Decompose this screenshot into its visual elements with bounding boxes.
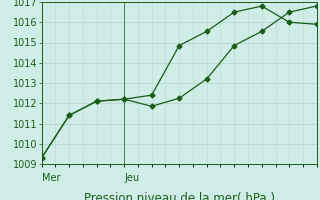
Text: Pression niveau de la mer( hPa ): Pression niveau de la mer( hPa ) (84, 192, 275, 200)
Text: Mer: Mer (42, 173, 60, 183)
Text: Jeu: Jeu (124, 173, 139, 183)
